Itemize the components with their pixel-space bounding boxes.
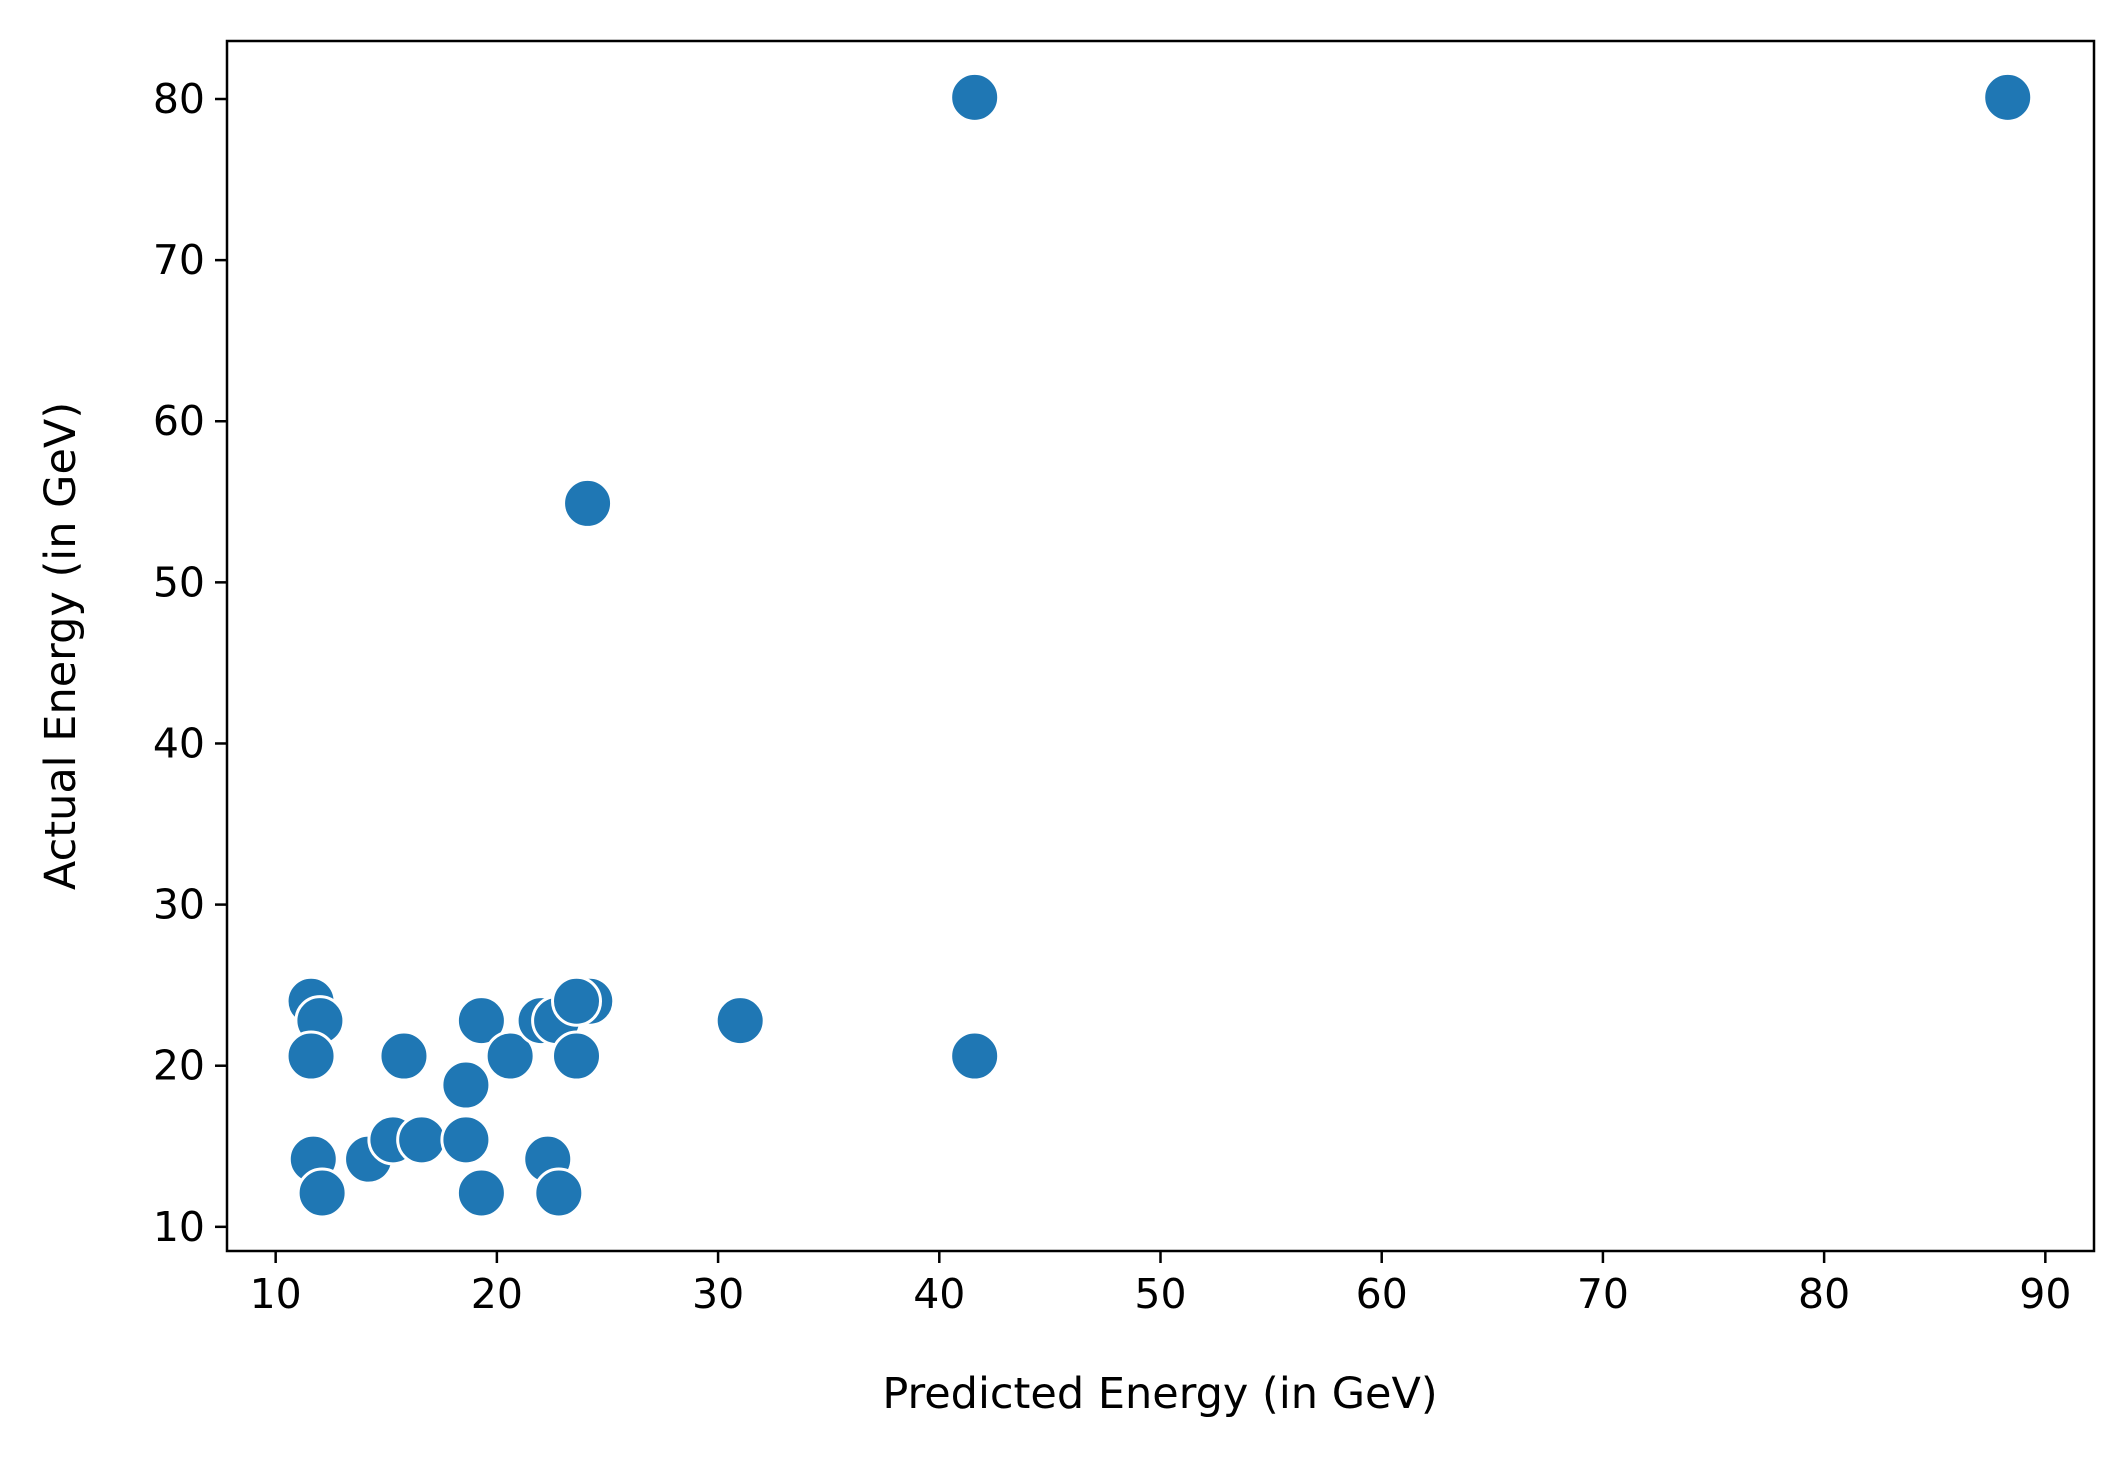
x-tick-label: 50 — [1134, 1270, 1186, 1318]
plot-frame — [225, 39, 2096, 1253]
y-tick-label: 60 — [153, 397, 205, 445]
scatter-point — [949, 71, 1001, 123]
y-tick-label: 70 — [153, 236, 205, 284]
y-tick-label: 50 — [153, 558, 205, 606]
x-tick-label: 40 — [913, 1270, 965, 1318]
scatter-point — [1982, 71, 2034, 123]
scatter-point — [949, 1030, 1001, 1082]
y-tick-label: 20 — [153, 1042, 205, 1090]
scatter-point — [484, 1030, 536, 1082]
y-tick-label: 30 — [153, 881, 205, 929]
y-tick-label: 10 — [153, 1203, 205, 1251]
scatter-point — [296, 1167, 348, 1219]
scatter-point — [551, 975, 603, 1027]
scatter-point — [396, 1114, 448, 1166]
x-tick-label: 70 — [1577, 1270, 1629, 1318]
scatter-point — [378, 1030, 430, 1082]
x-tick-label: 90 — [2019, 1270, 2071, 1318]
x-tick-label: 20 — [471, 1270, 523, 1318]
x-tick-label: 60 — [1356, 1270, 1408, 1318]
scatter-point — [551, 1030, 603, 1082]
scatter-point — [455, 995, 507, 1047]
x-tick-label: 30 — [692, 1270, 744, 1318]
y-tick-label: 80 — [153, 75, 205, 123]
axis-ticks: 10 20 30 40 50 60 70 80 90 10 20 30 40 50 60 70 80 — [153, 75, 2072, 1318]
y-axis-label: Actual Energy (in GeV) — [36, 402, 86, 890]
scatter-point — [440, 1059, 492, 1111]
scatter-point — [714, 995, 766, 1047]
y-tick-label: 40 — [153, 719, 205, 767]
x-tick-label: 10 — [250, 1270, 302, 1318]
x-axis-label: Predicted Energy (in GeV) — [882, 1369, 1437, 1419]
scatter-point — [562, 477, 614, 529]
scatter-point — [455, 1167, 507, 1219]
data-points — [285, 71, 2034, 1219]
scatter-point — [533, 1167, 585, 1219]
scatter-point — [285, 1030, 337, 1082]
x-tick-label: 80 — [1798, 1270, 1850, 1318]
scatter-point — [440, 1114, 492, 1166]
